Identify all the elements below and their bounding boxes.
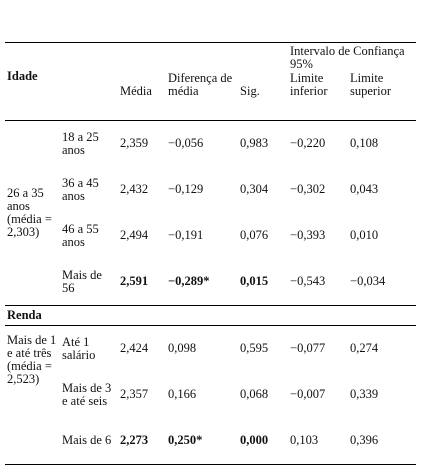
row-label: Mais de 56 [62, 267, 102, 295]
row-label: 46 a 55 anos [62, 221, 99, 249]
cell-value: 0,250* [166, 417, 239, 465]
group-label: Mais de 1 e até três (média = 2,523) [5, 325, 60, 465]
cell-value: 0,304 [240, 182, 269, 196]
cell-value: 2,359 [120, 136, 149, 150]
cell-value: −0,393 [290, 228, 326, 242]
cell-value: −0,056 [168, 136, 204, 150]
cell-value: 2,273 [118, 417, 167, 465]
data-row: 26 a 35 anos (média = 2,303) 18 a 25 anos… [5, 120, 416, 238]
cell-value: 0,043 [350, 182, 379, 196]
data-row: Mais de 56 2,591 −0,289* 0,015 −0,543 −0,034 [5, 259, 416, 306]
cell-value: 2,591 [120, 274, 149, 288]
results-table: Idade Média Diferença de média Sig. Inte… [5, 42, 417, 465]
cell-value: −0,034 [350, 274, 386, 288]
row-label: 36 a 45 anos [62, 175, 99, 203]
data-row: Mais de 6 2,273 0,250* 0,000 0,103 0,396 [5, 417, 417, 465]
data-row: 46 a 55 anos 2,494 −0,191 0,076 −0,393 0,010 [5, 213, 416, 259]
row-label: Mais de 6 [60, 417, 119, 465]
row-label: Mais de 3 e até seis [62, 380, 112, 408]
section-row: Renda [5, 304, 417, 326]
cell-value: 0,166 [168, 387, 197, 401]
cell-value: 0,339 [350, 387, 379, 401]
cell-value: 2,432 [120, 182, 149, 196]
cell-value: −0,543 [290, 274, 326, 288]
row-label: 18 a 25 anos [62, 129, 99, 157]
group-header: Idade [5, 42, 119, 102]
cell-value: 2,494 [120, 228, 149, 242]
lower-header: Limite inferior [290, 71, 328, 98]
cell-value: −0,129 [168, 182, 204, 196]
section-title: Renda [5, 304, 417, 326]
cell-value: 0,103 [288, 417, 349, 465]
cell-value: 0,274 [350, 341, 379, 355]
data-row: Mais de 3 e até seis 2,357 0,166 0,068 −0,00… [5, 372, 416, 418]
cell-value: 0,396 [348, 417, 417, 465]
data-row: 36 a 45 anos 2,432 −0,129 0,304 −0,302 0,043 [5, 167, 416, 213]
header-spacer [5, 102, 417, 121]
cell-value: 0,076 [240, 228, 269, 242]
cell-value: 2,424 [120, 341, 149, 355]
sig-header: Sig. [238, 42, 289, 102]
cell-value: −0,077 [290, 341, 326, 355]
row-label: Até 1 salário [62, 334, 96, 362]
cell-value: 0,983 [240, 136, 269, 150]
cell-value: 0,015 [240, 274, 269, 288]
cell-value: 0,010 [350, 228, 379, 242]
cell-value: 0,595 [240, 341, 269, 355]
cell-value: −0,191 [168, 228, 204, 242]
diff-header: Diferença de média [166, 42, 239, 102]
interval-header: Intervalo de Confiança 95% [288, 42, 417, 71]
cell-value: −0,289* [168, 274, 210, 288]
upper-header: Limite superior [350, 71, 391, 98]
cell-value: 0,068 [240, 387, 269, 401]
cell-value: −0,220 [290, 136, 326, 150]
cell-value: 2,357 [120, 387, 149, 401]
table-body: 26 a 35 anos (média = 2,303) 18 a 25 anos… [5, 120, 417, 465]
group-label: 26 a 35 anos (média = 2,303) [7, 185, 52, 239]
cell-value: 0,098 [168, 341, 197, 355]
cell-value: −0,302 [290, 182, 326, 196]
mean-header: Média [118, 42, 167, 102]
cell-value: 0,108 [350, 136, 379, 150]
cell-value: 0,000 [238, 417, 289, 465]
cell-value: −0,007 [290, 387, 326, 401]
data-row: Mais de 1 e até três (média = 2,523) Até … [5, 325, 416, 465]
